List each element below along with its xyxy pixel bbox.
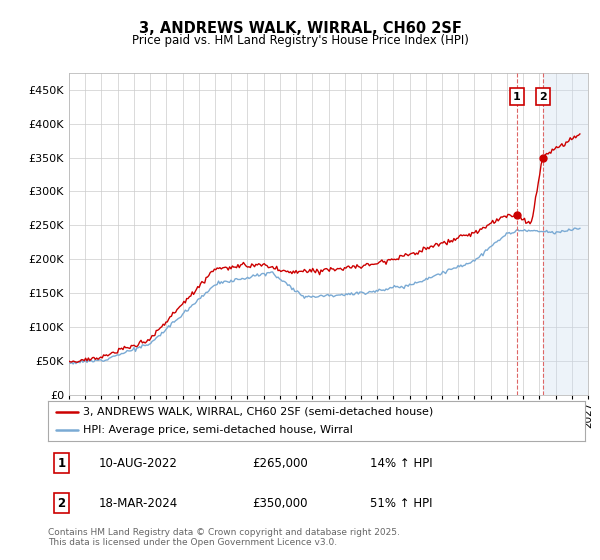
Text: 51% ↑ HPI: 51% ↑ HPI: [370, 497, 433, 510]
Text: 18-MAR-2024: 18-MAR-2024: [99, 497, 178, 510]
Text: 1: 1: [513, 91, 521, 101]
Text: 2: 2: [58, 497, 65, 510]
Text: £265,000: £265,000: [252, 457, 308, 470]
Text: 3, ANDREWS WALK, WIRRAL, CH60 2SF: 3, ANDREWS WALK, WIRRAL, CH60 2SF: [139, 21, 461, 36]
Text: 2: 2: [539, 91, 547, 101]
Text: 1: 1: [58, 457, 65, 470]
Text: 10-AUG-2022: 10-AUG-2022: [99, 457, 178, 470]
Text: 14% ↑ HPI: 14% ↑ HPI: [370, 457, 433, 470]
Text: £350,000: £350,000: [252, 497, 308, 510]
Text: HPI: Average price, semi-detached house, Wirral: HPI: Average price, semi-detached house,…: [83, 426, 353, 435]
Text: 3, ANDREWS WALK, WIRRAL, CH60 2SF (semi-detached house): 3, ANDREWS WALK, WIRRAL, CH60 2SF (semi-…: [83, 407, 433, 417]
Text: Price paid vs. HM Land Registry's House Price Index (HPI): Price paid vs. HM Land Registry's House …: [131, 34, 469, 46]
Bar: [543, 73, 588, 395]
Text: Contains HM Land Registry data © Crown copyright and database right 2025.
This d: Contains HM Land Registry data © Crown c…: [48, 528, 400, 547]
